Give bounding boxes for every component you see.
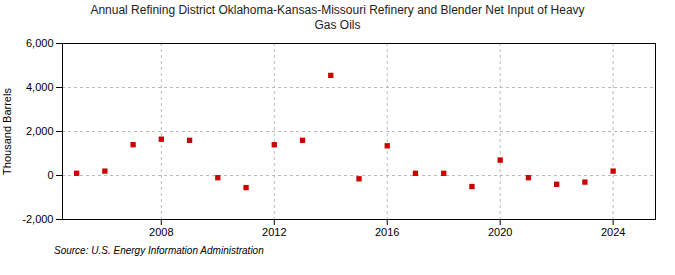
svg-text:Thousand Barrels: Thousand Barrels xyxy=(1,88,13,175)
html-text:Source: U.S. Energy Informatio: Source: U.S. Energy Information Administ… xyxy=(54,245,264,256)
svg-text:2008: 2008 xyxy=(149,226,173,238)
svg-text:2016: 2016 xyxy=(375,226,399,238)
svg-text:4,000: 4,000 xyxy=(26,81,54,93)
svg-text:6,000: 6,000 xyxy=(26,37,54,49)
svg-text:2012: 2012 xyxy=(262,226,286,238)
svg-text:-2,000: -2,000 xyxy=(22,213,53,225)
html-text:Annual Refining District Oklah: Annual Refining District Oklahoma-Kansas… xyxy=(90,3,585,32)
svg-text:2024: 2024 xyxy=(601,226,625,238)
svg-text:0: 0 xyxy=(47,169,53,181)
svg-text:2,000: 2,000 xyxy=(26,125,54,137)
svg-text:2020: 2020 xyxy=(488,226,512,238)
